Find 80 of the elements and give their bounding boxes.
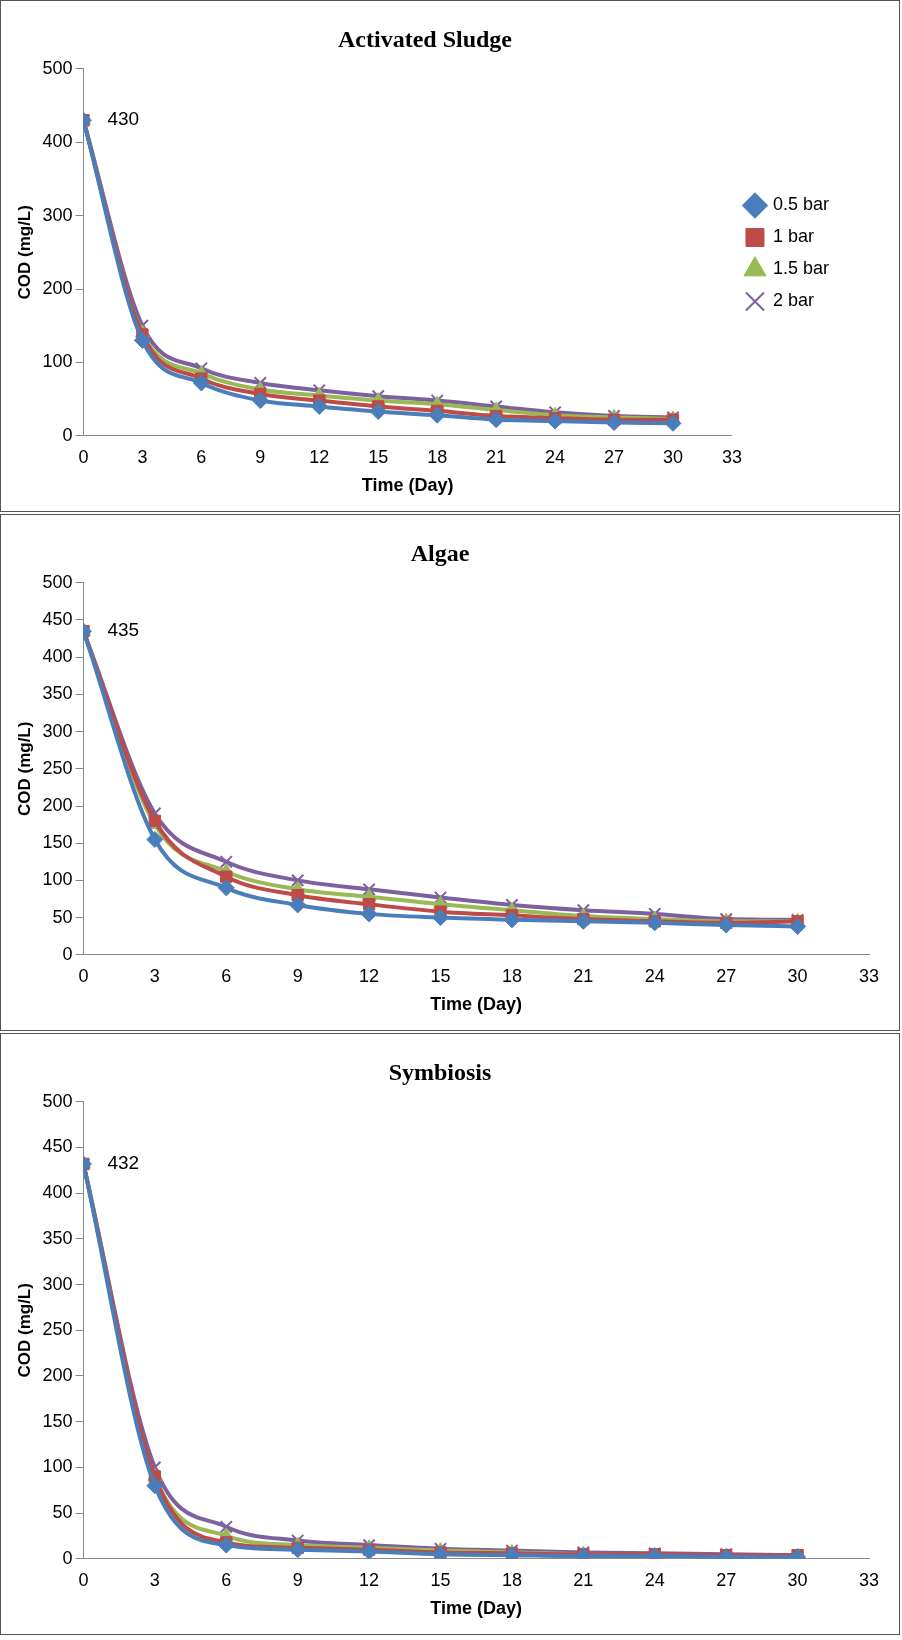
y-tick-label: 400 [42,1182,73,1203]
y-tick-label: 350 [42,1227,73,1248]
y-tick-label: 450 [42,608,73,629]
y-tick-label: 0 [62,1547,73,1568]
x-tick-label: 18 [501,965,522,986]
y-tick-label: 300 [42,720,73,741]
y-axis-title: COD (mg/L) [14,721,34,817]
y-tick-label: 100 [42,351,73,372]
x-tick-label: 0 [78,1569,89,1590]
chart-title: Symbiosis [388,1058,492,1085]
x-tick-label: 3 [137,446,148,467]
x-tick-label: 27 [716,1569,737,1590]
x-tick-label: 6 [196,446,207,467]
annotation: 435 [107,619,140,641]
x-tick-label: 9 [292,1569,303,1590]
x-axis-title: Time (Day) [430,1598,523,1619]
x-tick-label: 33 [858,1569,880,1590]
y-tick-label: 500 [42,571,73,592]
x-tick-label: 30 [662,446,684,467]
y-tick-label: 500 [42,1090,73,1111]
y-tick-label: 350 [42,683,73,704]
x-tick-label: 3 [149,965,160,986]
x-tick-label: 30 [787,1569,808,1590]
y-tick-label: 0 [62,424,73,445]
x-tick-label: 18 [427,446,448,467]
x-tick-label: 33 [721,446,742,467]
y-tick-label: 200 [42,1364,73,1385]
x-tick-label: 15 [430,965,451,986]
x-tick-label: 6 [221,1569,232,1590]
y-axis-title: COD (mg/L) [14,1283,34,1378]
x-axis-title: Time (Day) [430,994,523,1015]
y-tick-label: 50 [52,906,73,927]
x-tick-label: 24 [644,965,665,986]
x-tick-label: 24 [545,446,566,467]
y-axis-title: COD (mg/L) [14,205,34,300]
x-tick-label: 21 [486,446,507,467]
x-tick-label: 21 [573,965,594,986]
x-tick-label: 18 [501,1569,522,1590]
y-tick-label: 250 [42,757,73,778]
legend-label: 2 bar [772,290,814,311]
x-tick-label: 27 [716,965,737,986]
y-tick-label: 100 [42,1456,73,1477]
legend-label: 1 bar [772,226,814,247]
y-tick-label: 300 [42,204,73,225]
x-tick-label: 9 [292,965,303,986]
legend-label: 0.5 bar [772,194,830,215]
x-tick-label: 6 [221,965,232,986]
y-tick-label: 400 [42,646,73,667]
y-tick-label: 500 [42,57,73,78]
x-tick-label: 27 [604,446,625,467]
y-tick-label: 50 [52,1502,73,1523]
x-tick-label: 0 [78,965,89,986]
x-tick-label: 12 [309,446,330,467]
x-axis-title: Time (Day) [361,475,454,496]
x-tick-label: 0 [78,446,89,467]
y-tick-label: 250 [42,1319,73,1340]
x-tick-label: 9 [255,446,266,467]
y-tick-label: 450 [42,1136,73,1157]
y-tick-label: 0 [62,943,73,964]
chart-title: Activated Sludge [338,25,513,52]
y-tick-label: 300 [42,1273,73,1294]
y-tick-label: 400 [42,131,73,152]
x-tick-label: 24 [644,1569,665,1590]
chart-title: Algae [410,539,470,566]
x-tick-label: 30 [787,965,808,986]
y-tick-label: 150 [42,832,73,853]
legend-label: 1.5 bar [772,258,830,279]
x-tick-label: 21 [573,1569,594,1590]
annotation: 432 [107,1152,140,1174]
x-tick-label: 15 [368,446,389,467]
y-tick-label: 100 [42,869,73,890]
y-tick-label: 200 [42,277,73,298]
x-tick-label: 12 [359,965,380,986]
x-tick-label: 33 [858,965,880,986]
x-tick-label: 15 [430,1569,451,1590]
x-tick-label: 12 [359,1569,380,1590]
y-tick-label: 200 [42,794,73,815]
y-tick-label: 150 [42,1410,73,1431]
x-tick-label: 3 [149,1569,160,1590]
annotation: 430 [107,108,140,130]
